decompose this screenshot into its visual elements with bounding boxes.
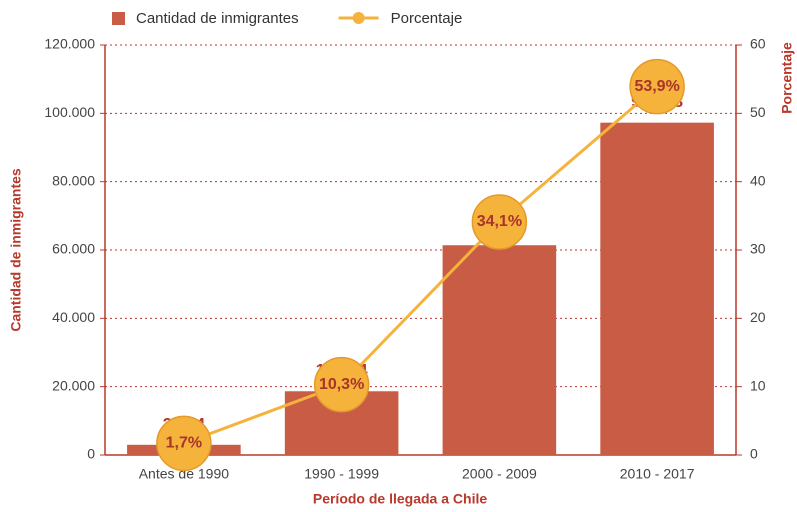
line-point: [156, 415, 212, 472]
y2-tick-label: 10: [750, 377, 766, 393]
point-value-label: 53,9%: [634, 78, 679, 95]
y2-tick-label: 50: [750, 104, 766, 120]
y-tick-label: 60.000: [52, 241, 95, 257]
line-point: [471, 194, 528, 250]
x-tick-label: Antes de 1990: [139, 466, 230, 482]
line-point: [313, 356, 370, 413]
legend-swatch: [352, 12, 365, 24]
y2-tick-label: 0: [750, 446, 758, 462]
legend-label: Porcentaje: [391, 10, 463, 27]
y-axis-title: Cantidad de inmigrantes: [8, 168, 24, 332]
y-tick-label: 120.000: [44, 36, 95, 52]
bar: [600, 122, 714, 455]
y2-axis-title: Porcentaje: [779, 42, 795, 114]
y-tick-label: 20.000: [52, 377, 95, 393]
legend-label: Cantidad de inmigrantes: [136, 10, 299, 27]
y2-tick-label: 40: [750, 172, 766, 188]
y-tick-label: 0: [87, 446, 95, 462]
y2-tick-label: 20: [750, 309, 766, 325]
point-value-label: 10,3%: [319, 376, 364, 393]
y-tick-label: 100.000: [44, 104, 95, 120]
y-tick-label: 80.000: [52, 172, 95, 188]
line: [183, 85, 659, 445]
y2-tick-label: 60: [750, 36, 766, 52]
point-value-label: 34,1%: [477, 213, 522, 230]
x-tick-label: 2010 - 2017: [620, 466, 695, 482]
x-tick-label: 2000 - 2009: [462, 466, 537, 482]
y-tick-label: 40.000: [52, 309, 95, 325]
bar: [442, 245, 557, 455]
legend-swatch: [112, 12, 125, 25]
x-axis-title: Período de llegada a Chile: [313, 491, 487, 507]
line-point: [629, 58, 685, 115]
point-value-label: 1,7%: [166, 435, 202, 452]
x-tick-label: 1990 - 1999: [304, 466, 379, 482]
y2-tick-label: 30: [750, 241, 766, 257]
